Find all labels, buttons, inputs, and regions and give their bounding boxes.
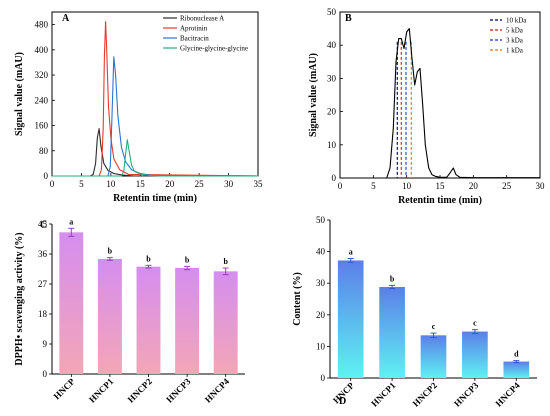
- category-label: HNCP3: [164, 376, 193, 405]
- significance-letter: b: [146, 254, 151, 263]
- legend-label: Ribonuclease A: [180, 15, 224, 23]
- x-tick-label: 10: [402, 181, 412, 191]
- x-tick-label: 15: [436, 181, 446, 191]
- significance-letter: a: [349, 248, 353, 257]
- y-tick-label: 320: [35, 70, 49, 80]
- y-tick-label: 9: [43, 339, 48, 349]
- bar: [379, 286, 405, 378]
- y-tick-label: 27: [38, 279, 48, 289]
- y-tick-label: 30: [316, 278, 326, 288]
- x-tick-label: 0: [338, 181, 343, 191]
- legend-label: Aprotinin: [180, 25, 208, 33]
- legend-label: 5 kDa: [506, 27, 524, 35]
- x-tick-label: 0: [50, 179, 55, 189]
- y-tick-label: 80: [39, 146, 49, 156]
- y-tick-label: 240: [35, 95, 49, 105]
- y-tick-label: 20: [316, 310, 326, 320]
- series-line: [52, 139, 258, 177]
- y-axis-title: Content (%): [292, 272, 303, 326]
- category-label: HNCP4: [493, 380, 522, 409]
- y-tick-label: 50: [316, 215, 326, 225]
- y-tick-label: 10: [316, 341, 326, 351]
- y-tick-label: 18: [38, 309, 48, 319]
- series-line: [340, 28, 540, 179]
- legend-label: 1 kDa: [506, 47, 524, 55]
- category-label: HNCP: [52, 376, 77, 401]
- category-label: HNCP1: [369, 380, 398, 409]
- chart-panel-a: A 0 5 10 15 20 25 30 35 0 80 160 240 320 400 480 Retenti…: [14, 11, 264, 204]
- x-tick-label: 5: [79, 179, 84, 189]
- bar: [503, 361, 530, 378]
- panel-letter: A: [62, 13, 70, 24]
- x-tick-label: 30: [224, 179, 234, 189]
- significance-letter: b: [223, 257, 228, 266]
- bar: [97, 259, 122, 374]
- y-tick-label: 30: [327, 73, 337, 83]
- y-tick-label: 0: [321, 373, 326, 383]
- x-tick-label: 10: [106, 179, 116, 189]
- bar: [213, 271, 238, 374]
- y-tick-label: 10: [327, 140, 337, 150]
- legend-label: 3 kDa: [506, 37, 524, 45]
- category-label: HNCP4: [203, 376, 232, 405]
- panel-letter: C: [40, 220, 47, 231]
- x-tick-label: 25: [502, 181, 512, 191]
- category-label: HNCP3: [452, 380, 481, 409]
- category-label: HNCP2: [411, 380, 440, 409]
- significance-letter: b: [108, 247, 113, 256]
- panel-letter: B: [345, 13, 352, 24]
- y-tick-label: 160: [35, 121, 49, 131]
- y-tick-label: 0: [44, 171, 49, 181]
- y-axis-title: Signal value (mAU): [14, 52, 25, 136]
- y-tick-label: 480: [35, 20, 49, 30]
- series-line: [52, 20, 259, 177]
- x-tick-label: 15: [136, 179, 146, 189]
- x-tick-label: 35: [254, 179, 264, 189]
- significance-letter: b: [185, 255, 190, 264]
- y-tick-label: 45: [38, 219, 48, 229]
- y-tick-label: 40: [316, 247, 326, 257]
- panel-letter: D: [339, 396, 346, 407]
- series-line: [52, 128, 258, 177]
- chart-panel-c: C 0 9 18 27 36 45 DPPH• scavenging activity (%)…: [14, 217, 245, 405]
- bar: [420, 335, 447, 378]
- category-label: HNCP1: [87, 376, 116, 405]
- y-tick-label: 36: [38, 249, 48, 259]
- y-axis-title: DPPH• scavenging activity (%): [14, 232, 25, 365]
- x-axis-title: Retentin time (min): [398, 195, 482, 206]
- bar: [59, 232, 84, 374]
- x-tick-label: 20: [469, 181, 479, 191]
- y-tick-label: 50: [327, 7, 337, 17]
- significance-letter: a: [69, 217, 73, 226]
- significance-letter: c: [473, 319, 477, 328]
- y-tick-label: 20: [327, 107, 337, 117]
- bar: [136, 266, 161, 374]
- plot-frame: [51, 11, 259, 177]
- chart-panel-b: B 0 5 10 15 20 25 30 0 10 20 30 40 50 Retentin time (m…: [308, 7, 546, 206]
- x-axis-title: Retentin time (min): [113, 193, 197, 204]
- significance-letter: d: [514, 350, 519, 359]
- x-tick-label: 30: [536, 181, 546, 191]
- bar: [175, 268, 200, 374]
- x-tick-label: 25: [195, 179, 205, 189]
- y-tick-label: 0: [43, 369, 48, 379]
- y-axis-title: Signal value (mAU): [308, 53, 319, 137]
- series-line: [52, 56, 259, 177]
- y-tick-label: 40: [327, 40, 337, 50]
- x-tick-label: 20: [165, 179, 175, 189]
- y-tick-label: 400: [35, 45, 49, 55]
- category-label: HNCP2: [126, 376, 155, 405]
- x-tick-label: 5: [371, 181, 376, 191]
- y-tick-label: 0: [332, 173, 337, 183]
- significance-letter: c: [432, 322, 436, 331]
- bar: [462, 331, 488, 378]
- legend-label: Glycine-glycine-glycine: [180, 45, 248, 53]
- bar: [337, 260, 364, 378]
- legend-label: 10 kDa: [506, 17, 527, 25]
- legend-label: Bacitracin: [180, 35, 209, 43]
- significance-letter: b: [390, 274, 395, 283]
